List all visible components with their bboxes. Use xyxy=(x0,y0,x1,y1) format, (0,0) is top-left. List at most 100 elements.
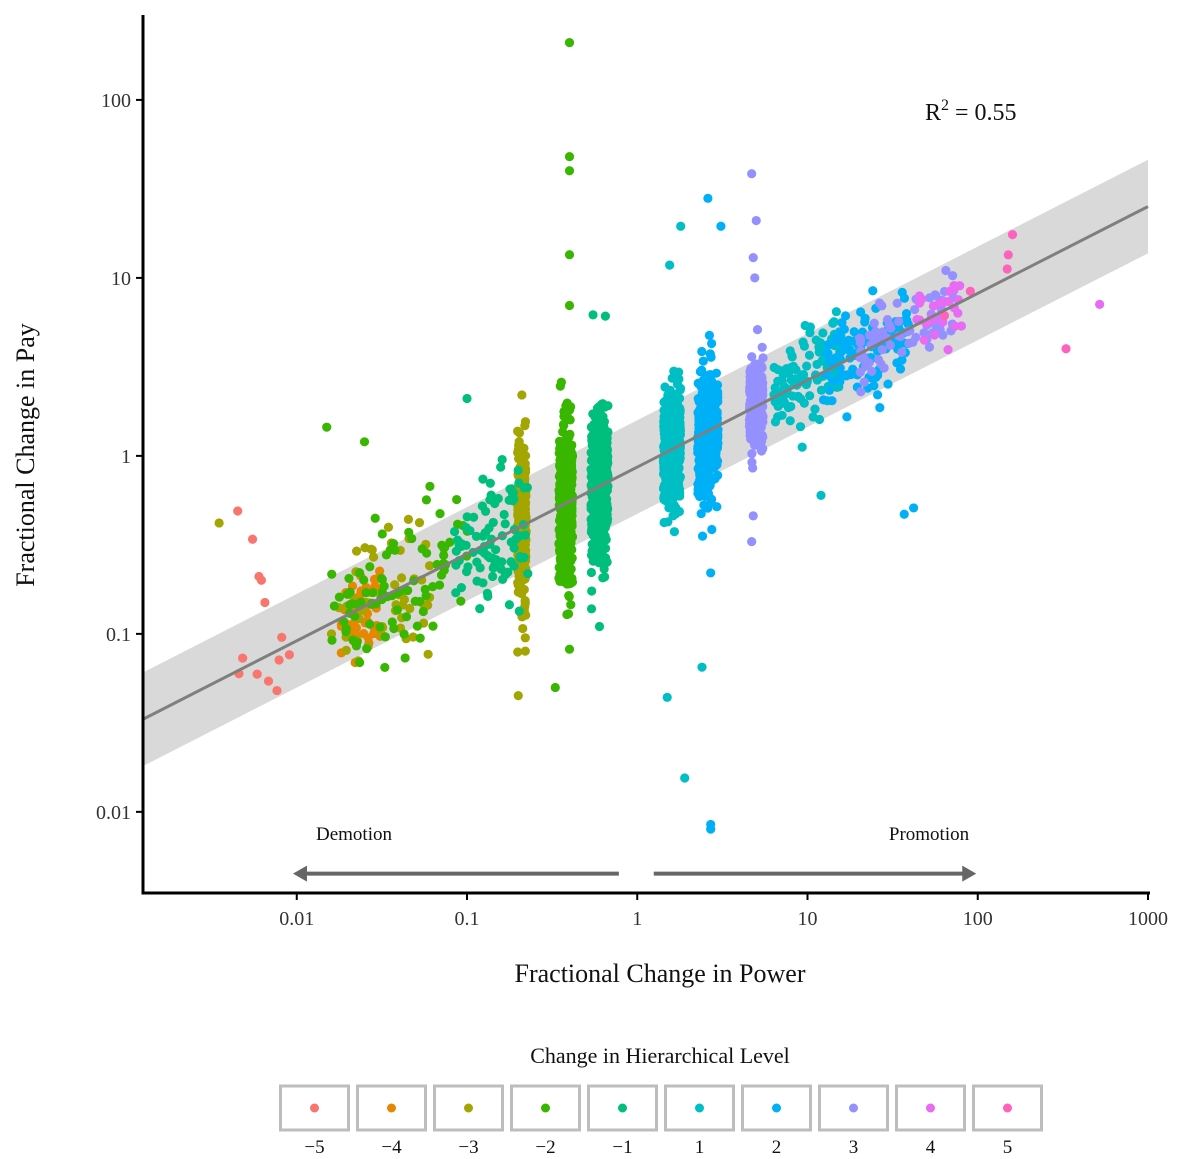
data-point xyxy=(748,511,758,521)
data-point xyxy=(1095,299,1105,309)
data-point xyxy=(424,561,435,571)
data-point xyxy=(400,653,410,663)
data-point xyxy=(829,317,839,327)
data-point xyxy=(695,367,705,377)
data-point xyxy=(401,612,412,622)
data-point xyxy=(456,596,466,606)
data-point xyxy=(513,647,523,657)
data-point xyxy=(601,434,611,444)
data-point xyxy=(485,478,495,488)
data-point xyxy=(699,471,710,481)
data-point xyxy=(380,662,390,673)
data-point xyxy=(370,513,380,523)
data-point xyxy=(895,364,906,374)
data-point xyxy=(399,629,409,639)
data-point xyxy=(380,632,390,642)
data-point xyxy=(365,562,375,572)
legend-item: 1 xyxy=(664,1084,735,1158)
data-point xyxy=(504,495,514,505)
data-point xyxy=(671,474,682,484)
data-point xyxy=(403,585,413,596)
data-point xyxy=(1007,230,1018,240)
data-point xyxy=(499,509,509,520)
data-point xyxy=(897,287,907,297)
legend-label: 4 xyxy=(926,1137,936,1158)
data-point xyxy=(676,221,686,231)
data-point xyxy=(439,550,449,560)
data-point xyxy=(556,464,566,474)
data-point xyxy=(452,494,462,505)
data-point xyxy=(563,544,573,554)
data-point xyxy=(566,441,577,451)
data-point xyxy=(939,297,949,307)
data-point xyxy=(507,488,518,498)
data-point xyxy=(796,370,806,380)
data-point xyxy=(669,366,679,376)
data-point xyxy=(449,526,460,537)
data-point xyxy=(899,509,909,519)
data-point xyxy=(327,569,337,579)
data-point xyxy=(520,595,530,606)
data-point xyxy=(711,368,721,378)
data-point xyxy=(703,193,713,203)
data-point xyxy=(593,421,603,431)
data-point xyxy=(595,407,605,417)
data-point xyxy=(436,570,447,580)
data-point xyxy=(594,544,604,554)
data-point xyxy=(778,366,789,376)
data-point xyxy=(877,345,887,355)
data-point xyxy=(598,529,608,539)
data-point xyxy=(556,491,566,501)
data-point xyxy=(747,429,757,439)
data-point xyxy=(747,352,757,362)
data-point xyxy=(883,379,893,389)
data-point xyxy=(949,280,959,291)
data-point xyxy=(665,494,675,505)
legend-marker xyxy=(926,1103,935,1113)
data-point xyxy=(697,531,708,541)
data-point xyxy=(365,619,375,629)
data-point xyxy=(586,567,597,578)
legend: −5 −4 −3 −2 −1 1 2 3 4 5 xyxy=(279,1084,1043,1158)
data-point xyxy=(696,508,706,519)
data-point xyxy=(362,644,372,654)
data-point xyxy=(897,355,907,365)
data-point xyxy=(869,318,879,328)
data-point xyxy=(561,433,571,444)
data-point xyxy=(879,331,889,341)
data-point xyxy=(956,321,967,331)
data-point xyxy=(375,566,385,576)
data-point xyxy=(660,406,670,417)
data-point xyxy=(389,623,399,634)
data-point xyxy=(706,352,716,362)
data-point xyxy=(840,311,851,321)
data-point xyxy=(277,632,287,642)
data-point xyxy=(674,393,684,403)
data-point xyxy=(675,491,685,501)
legend-item: −5 xyxy=(279,1084,350,1158)
data-point xyxy=(351,546,362,556)
data-point xyxy=(712,456,723,466)
data-point xyxy=(354,568,365,578)
data-point xyxy=(562,398,572,408)
data-point xyxy=(513,465,523,475)
data-point xyxy=(748,253,758,263)
data-point xyxy=(909,503,919,513)
x-tick-label: 1000 xyxy=(1128,908,1168,930)
data-point xyxy=(588,310,598,320)
promotion-arrow-head xyxy=(962,865,977,882)
data-point xyxy=(770,383,780,393)
legend-marker xyxy=(541,1103,550,1113)
data-point xyxy=(418,606,428,617)
data-point xyxy=(873,354,884,365)
data-point xyxy=(591,528,601,538)
data-point xyxy=(856,307,866,317)
data-point xyxy=(421,591,431,601)
data-point xyxy=(497,454,507,465)
legend-label: 5 xyxy=(1003,1137,1013,1158)
legend-marker xyxy=(1003,1103,1012,1113)
data-point xyxy=(586,604,597,614)
series-level--3 xyxy=(214,514,523,701)
data-point xyxy=(703,489,714,499)
r-squared-value: = 0.55 xyxy=(949,100,1017,126)
